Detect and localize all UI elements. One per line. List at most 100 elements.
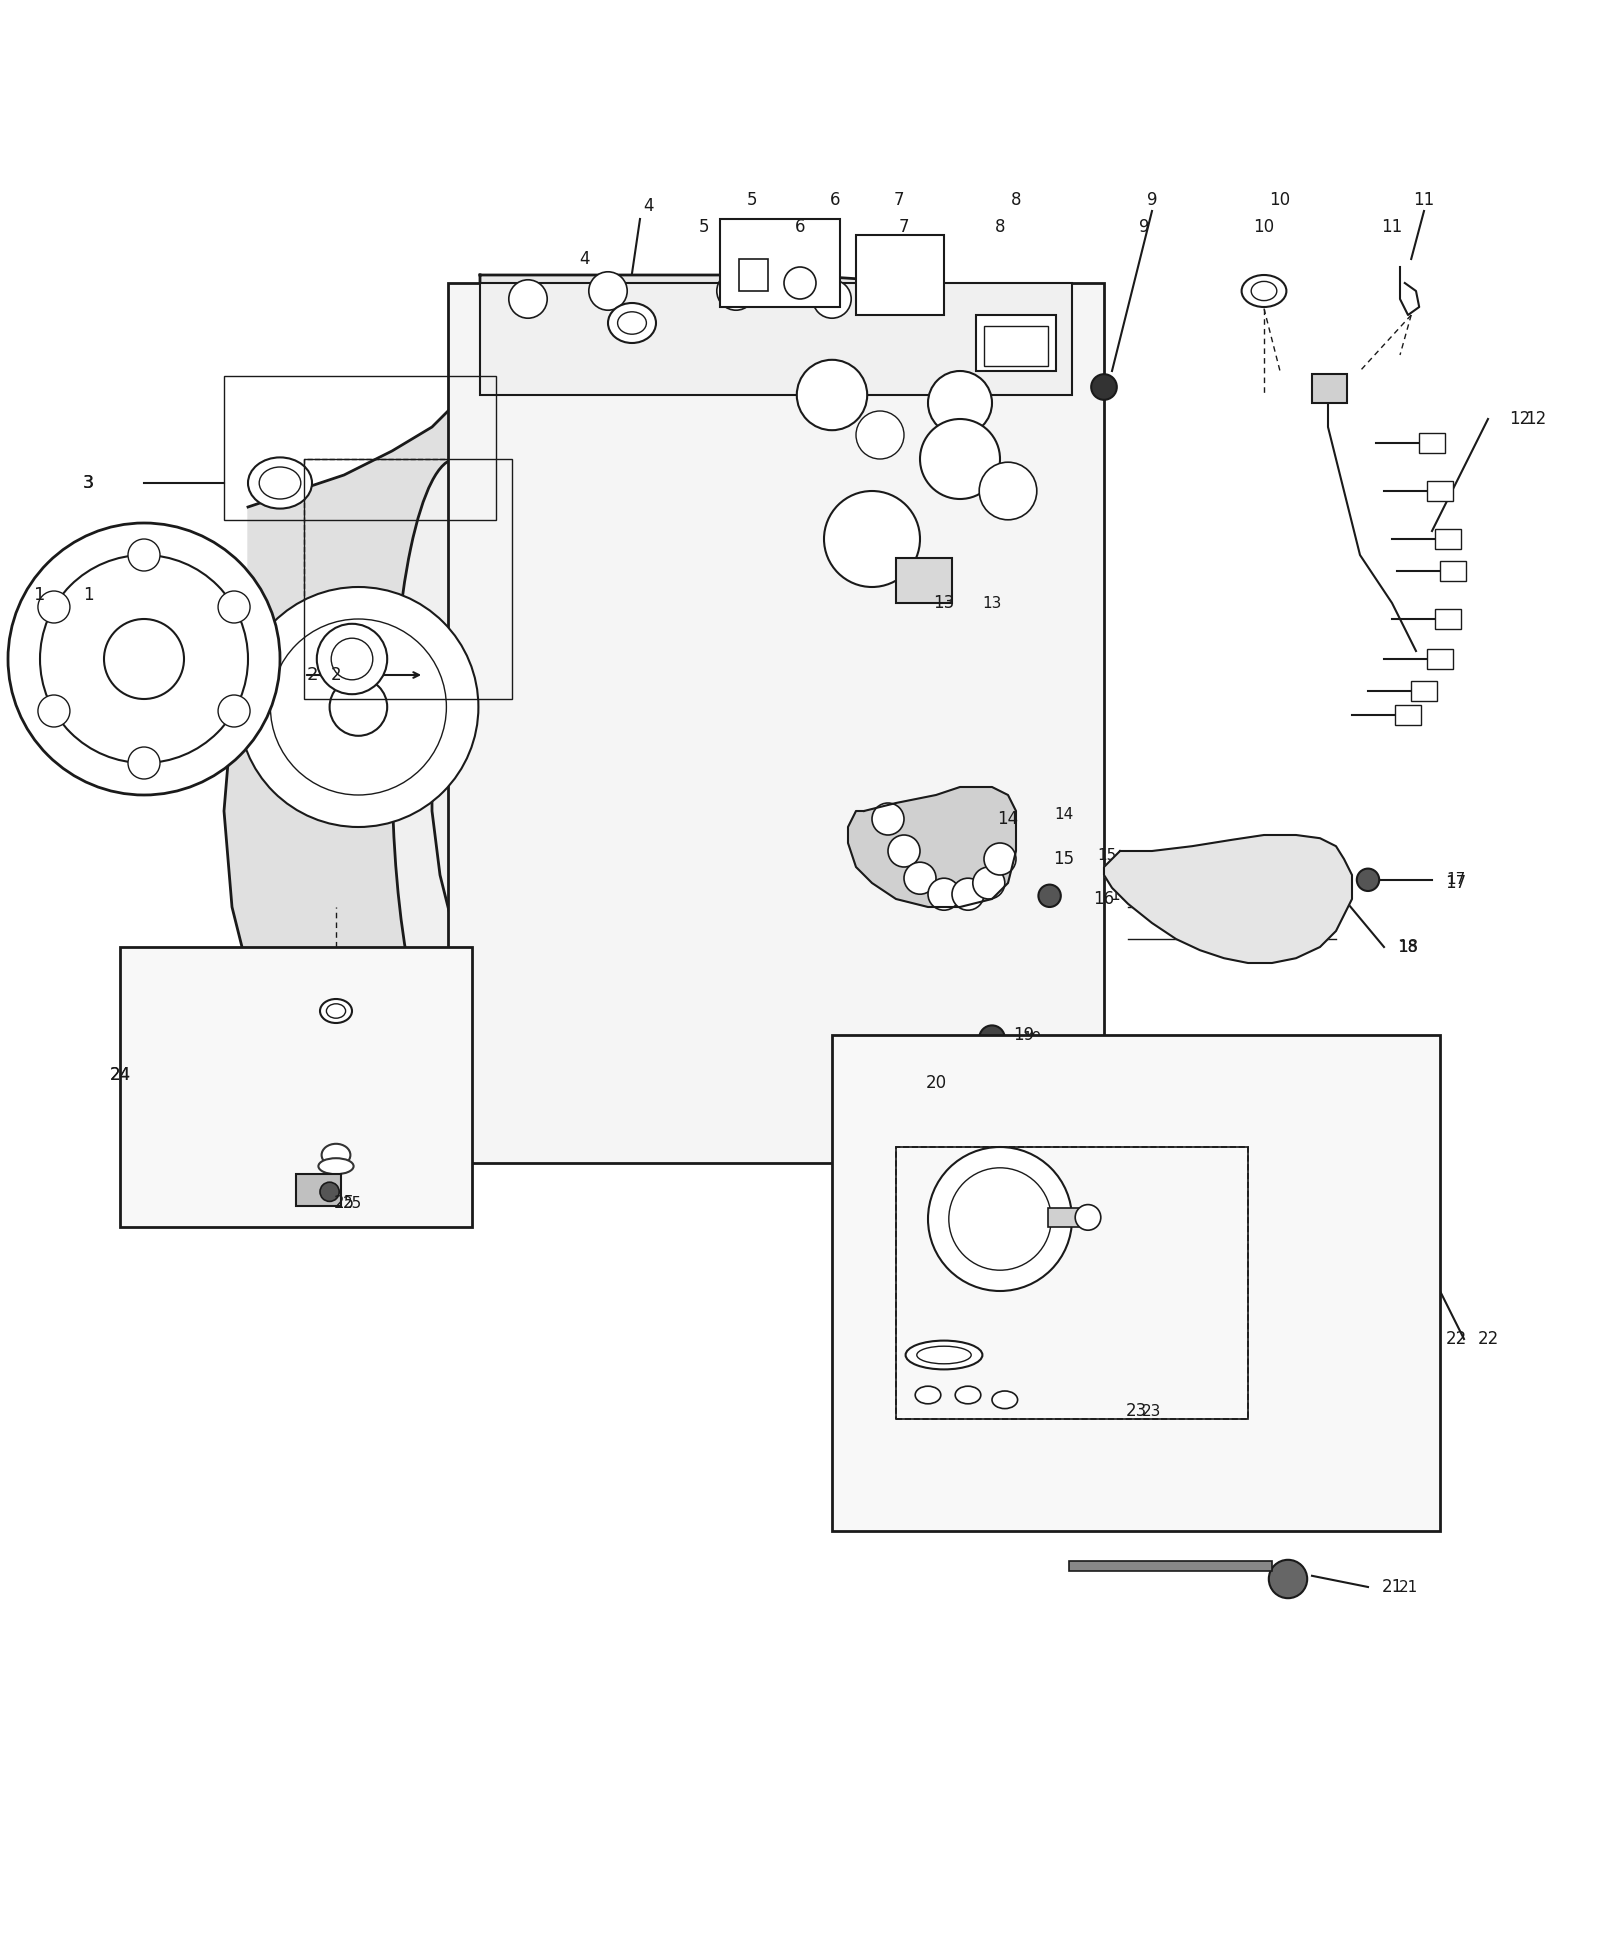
Bar bbox=[856, 235, 944, 315]
Circle shape bbox=[888, 835, 920, 866]
Text: 16: 16 bbox=[1093, 889, 1115, 909]
Circle shape bbox=[317, 623, 387, 693]
Ellipse shape bbox=[906, 1340, 982, 1369]
Text: 16: 16 bbox=[1110, 887, 1130, 903]
Ellipse shape bbox=[326, 1004, 346, 1018]
Circle shape bbox=[872, 802, 904, 835]
Bar bbox=[1435, 530, 1461, 548]
Text: 18: 18 bbox=[1397, 938, 1419, 955]
Circle shape bbox=[928, 1148, 1072, 1291]
Text: 9: 9 bbox=[1147, 190, 1157, 210]
Circle shape bbox=[40, 555, 248, 763]
Bar bbox=[1427, 482, 1453, 501]
Circle shape bbox=[824, 491, 920, 586]
Text: 10: 10 bbox=[1253, 218, 1275, 237]
Ellipse shape bbox=[248, 458, 312, 509]
Bar bbox=[304, 458, 512, 699]
Text: 4: 4 bbox=[643, 198, 653, 216]
Text: 21: 21 bbox=[1381, 1579, 1403, 1596]
Circle shape bbox=[928, 371, 992, 435]
Circle shape bbox=[784, 266, 816, 299]
Text: 13: 13 bbox=[933, 594, 955, 612]
Text: 8: 8 bbox=[1011, 190, 1021, 210]
Circle shape bbox=[717, 272, 755, 311]
Polygon shape bbox=[224, 379, 480, 1043]
Bar bbox=[1419, 433, 1445, 452]
Ellipse shape bbox=[322, 1144, 350, 1167]
Text: 15: 15 bbox=[1053, 851, 1075, 868]
Circle shape bbox=[1357, 868, 1379, 891]
Bar bbox=[1069, 1561, 1272, 1571]
Ellipse shape bbox=[318, 1157, 354, 1175]
Text: 10: 10 bbox=[1269, 190, 1291, 210]
Text: 18: 18 bbox=[1398, 940, 1418, 955]
Circle shape bbox=[128, 748, 160, 779]
Text: 2: 2 bbox=[331, 666, 341, 684]
Circle shape bbox=[797, 359, 867, 431]
Text: 7: 7 bbox=[894, 190, 904, 210]
Bar bbox=[896, 1148, 1248, 1420]
Bar bbox=[224, 377, 496, 520]
Circle shape bbox=[509, 280, 547, 318]
Text: 17: 17 bbox=[1446, 872, 1466, 887]
Circle shape bbox=[1075, 1204, 1101, 1229]
Text: 8: 8 bbox=[995, 218, 1005, 237]
Bar bbox=[1048, 1208, 1088, 1227]
Text: 19: 19 bbox=[1013, 1025, 1035, 1045]
Circle shape bbox=[979, 1025, 1005, 1051]
Ellipse shape bbox=[618, 313, 646, 334]
Bar bbox=[1395, 705, 1421, 724]
Ellipse shape bbox=[915, 1387, 941, 1404]
Circle shape bbox=[856, 412, 904, 458]
Ellipse shape bbox=[392, 458, 520, 1066]
Bar bbox=[304, 458, 512, 699]
Bar bbox=[1427, 649, 1453, 668]
Circle shape bbox=[920, 419, 1000, 499]
Circle shape bbox=[952, 878, 984, 911]
Bar bbox=[1435, 610, 1461, 629]
Circle shape bbox=[218, 695, 250, 726]
Circle shape bbox=[8, 522, 280, 794]
Ellipse shape bbox=[955, 1387, 981, 1404]
Text: 5: 5 bbox=[699, 218, 709, 237]
Text: 3: 3 bbox=[83, 474, 93, 491]
Text: 13: 13 bbox=[982, 596, 1002, 610]
Circle shape bbox=[238, 586, 478, 827]
Bar bbox=[480, 284, 1072, 394]
Text: 3: 3 bbox=[82, 474, 94, 491]
Text: 6: 6 bbox=[830, 190, 840, 210]
Text: 25: 25 bbox=[342, 1196, 362, 1210]
Text: 7: 7 bbox=[899, 218, 909, 237]
Text: 1: 1 bbox=[34, 586, 46, 604]
Text: 23: 23 bbox=[1142, 1404, 1162, 1418]
Text: 25: 25 bbox=[333, 1194, 355, 1212]
Ellipse shape bbox=[1242, 276, 1286, 307]
Bar bbox=[1312, 375, 1347, 404]
Text: 6: 6 bbox=[795, 218, 805, 237]
Circle shape bbox=[1269, 1559, 1307, 1598]
Ellipse shape bbox=[320, 998, 352, 1023]
Text: 17: 17 bbox=[1445, 874, 1467, 891]
Text: 14: 14 bbox=[997, 810, 1019, 827]
Text: 4: 4 bbox=[579, 251, 589, 268]
Ellipse shape bbox=[917, 1346, 971, 1363]
Text: 14: 14 bbox=[1054, 806, 1074, 821]
Text: 22: 22 bbox=[1445, 1330, 1467, 1348]
Circle shape bbox=[979, 462, 1037, 520]
Circle shape bbox=[38, 695, 70, 726]
Bar bbox=[1440, 561, 1466, 581]
Text: 23: 23 bbox=[1125, 1402, 1147, 1420]
Circle shape bbox=[949, 1167, 1051, 1270]
Bar bbox=[739, 258, 768, 291]
Text: 15: 15 bbox=[1098, 849, 1117, 864]
Bar bbox=[448, 284, 1104, 1163]
Bar bbox=[720, 219, 840, 307]
Circle shape bbox=[270, 619, 446, 794]
Circle shape bbox=[813, 280, 851, 318]
Text: 12: 12 bbox=[1509, 410, 1531, 427]
Text: 11: 11 bbox=[1381, 218, 1403, 237]
Polygon shape bbox=[848, 787, 1016, 907]
Text: 19: 19 bbox=[1022, 1031, 1042, 1045]
Text: 1: 1 bbox=[83, 586, 93, 604]
Bar bbox=[896, 557, 952, 604]
